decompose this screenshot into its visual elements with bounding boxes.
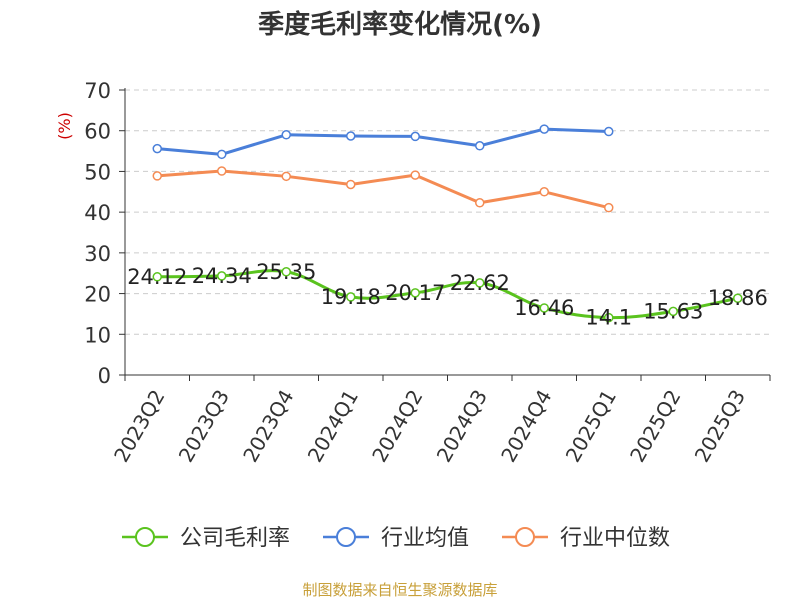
data-point: [475, 198, 485, 208]
data-point: [281, 130, 291, 140]
data-point: [152, 171, 162, 181]
data-label: 20.17: [385, 281, 445, 305]
data-label: 16.46: [514, 296, 574, 320]
data-point: [217, 271, 227, 281]
legend-swatch-marker: [336, 527, 356, 547]
data-point: [539, 124, 549, 134]
y-tick-label: 60: [84, 120, 111, 144]
legend: 公司毛利率 行业均值 行业中位数: [122, 526, 670, 551]
chart-title: 季度毛利率变化情况(%): [258, 10, 542, 40]
legend-swatch-marker: [135, 527, 155, 547]
source-note: 制图数据来自恒生聚源数据库: [302, 581, 498, 599]
x-tick-label: 2025Q2: [625, 386, 685, 467]
y-tick-label: 10: [84, 323, 111, 347]
y-tick-label: 30: [84, 242, 111, 266]
data-point: [733, 293, 743, 303]
data-point: [539, 187, 549, 197]
data-point: [410, 131, 420, 142]
data-point: [281, 267, 291, 277]
legend-label: 行业均值: [381, 526, 469, 551]
data-point: [281, 171, 291, 182]
legend-label: 公司毛利率: [180, 526, 290, 551]
series-line: [157, 269, 739, 320]
x-tick-label: 2024Q4: [496, 386, 556, 467]
data-point: [346, 179, 356, 190]
data-label: 24.34: [192, 264, 252, 288]
y-tick-label: 40: [84, 201, 111, 225]
data-point: [604, 202, 614, 213]
data-point: [346, 131, 356, 141]
x-tick-label: 2025Q1: [561, 386, 621, 467]
x-tick-label: 2023Q3: [174, 386, 234, 467]
data-point: [217, 166, 227, 176]
data-point: [475, 141, 485, 151]
data-label: 14.1: [585, 306, 632, 330]
x-tick-label: 2025Q3: [690, 386, 750, 467]
y-tick-label: 0: [98, 364, 111, 388]
data-point: [217, 149, 227, 160]
data-point: [152, 143, 162, 154]
data-point: [152, 272, 162, 282]
x-tick-label: 2024Q1: [303, 386, 363, 467]
x-tick-label: 2024Q2: [367, 386, 427, 467]
data-point: [604, 312, 614, 323]
data-point: [410, 288, 420, 298]
data-label: 22.62: [450, 271, 510, 295]
legend-label: 行业中位数: [560, 526, 670, 551]
series-lines: [152, 124, 743, 323]
x-tick-label: 2023Q2: [109, 386, 169, 467]
data-label: 18.86: [708, 286, 768, 310]
legend-swatch-marker: [515, 527, 535, 547]
data-label: 15.63: [643, 299, 703, 323]
data-label: 24.12: [127, 265, 187, 289]
data-label: 25.35: [256, 260, 316, 284]
y-tick-label: 70: [84, 79, 111, 103]
data-point: [410, 170, 420, 180]
data-label: 19.18: [321, 285, 381, 309]
grid-lines: [125, 89, 770, 335]
y-tick-label: 50: [84, 160, 111, 184]
data-point: [539, 303, 549, 313]
series-line: [157, 169, 610, 210]
data-point: [668, 306, 678, 317]
data-point: [346, 292, 356, 302]
x-tick-label: 2023Q4: [238, 386, 298, 467]
y-axis-label: (%): [55, 112, 74, 140]
data-point: [475, 278, 485, 288]
series-line: [157, 127, 609, 156]
x-tick-label: 2024Q3: [432, 386, 492, 467]
data-point: [604, 126, 614, 137]
y-tick-label: 20: [84, 283, 111, 307]
